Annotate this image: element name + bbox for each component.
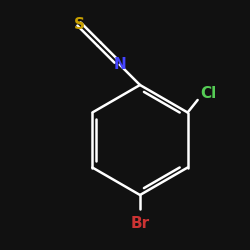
Text: N: N [113,57,126,72]
Text: Cl: Cl [200,86,216,101]
Text: Br: Br [130,216,150,231]
Text: S: S [74,16,85,32]
